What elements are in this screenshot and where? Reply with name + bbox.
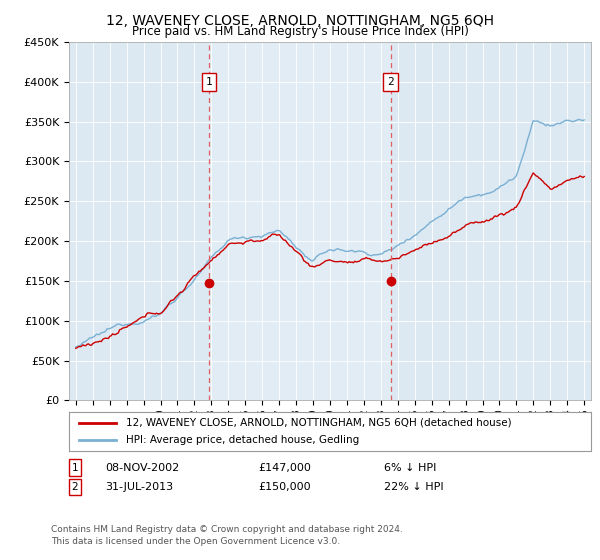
Text: 12, WAVENEY CLOSE, ARNOLD, NOTTINGHAM, NG5 6QH (detached house): 12, WAVENEY CLOSE, ARNOLD, NOTTINGHAM, N… [127, 418, 512, 428]
Text: 2: 2 [71, 482, 79, 492]
Text: £147,000: £147,000 [258, 463, 311, 473]
Text: 12, WAVENEY CLOSE, ARNOLD, NOTTINGHAM, NG5 6QH: 12, WAVENEY CLOSE, ARNOLD, NOTTINGHAM, N… [106, 14, 494, 28]
Bar [209, 42, 391, 400]
Text: Price paid vs. HM Land Registry's House Price Index (HPI): Price paid vs. HM Land Registry's House … [131, 25, 469, 38]
Text: 22% ↓ HPI: 22% ↓ HPI [384, 482, 443, 492]
Text: 1: 1 [71, 463, 79, 473]
Text: Contains HM Land Registry data © Crown copyright and database right 2024.: Contains HM Land Registry data © Crown c… [51, 525, 403, 534]
Text: 08-NOV-2002: 08-NOV-2002 [105, 463, 179, 473]
Text: 2: 2 [387, 77, 394, 87]
Text: HPI: Average price, detached house, Gedling: HPI: Average price, detached house, Gedl… [127, 435, 359, 445]
Text: This data is licensed under the Open Government Licence v3.0.: This data is licensed under the Open Gov… [51, 537, 340, 546]
Text: £150,000: £150,000 [258, 482, 311, 492]
Text: 6% ↓ HPI: 6% ↓ HPI [384, 463, 436, 473]
Text: 1: 1 [205, 77, 212, 87]
Text: 31-JUL-2013: 31-JUL-2013 [105, 482, 173, 492]
